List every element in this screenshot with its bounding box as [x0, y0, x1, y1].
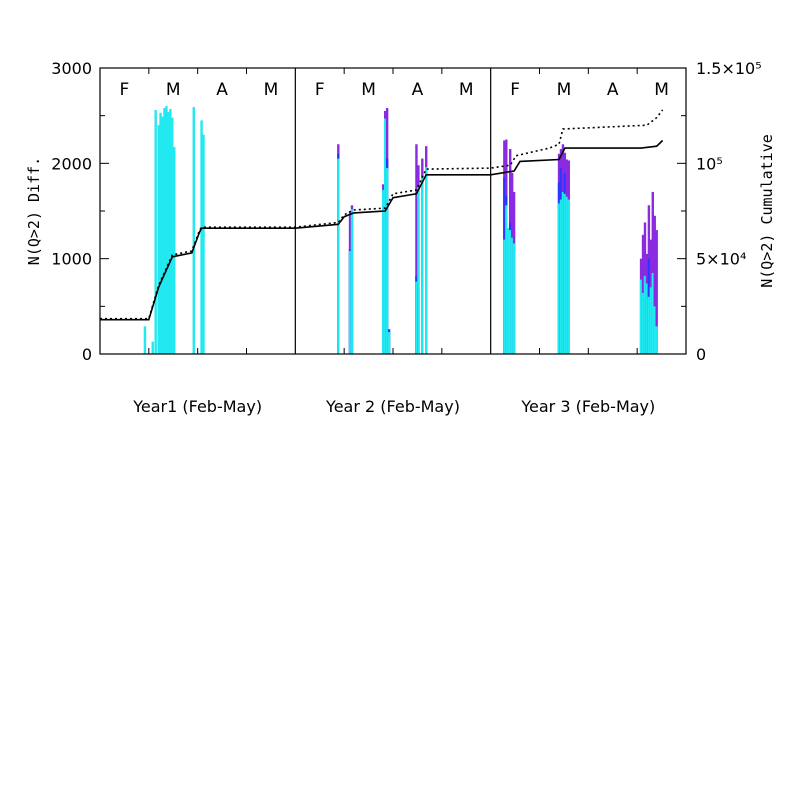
month-label: F: [120, 80, 130, 100]
month-label: M: [654, 80, 669, 100]
lines-layer: [100, 109, 664, 321]
bar-cyan: [167, 111, 170, 354]
bars-layer: [143, 106, 658, 355]
month-label: A: [412, 80, 424, 100]
text-layer: 0 1000 2000 3000 0 5×10⁴ 10⁵ 1.5×10⁵ F M A M Year1 (…: [25, 59, 776, 416]
solid-cumulative-line: [100, 139, 664, 321]
bar-cyan: [202, 134, 205, 354]
bar-cyan: [163, 108, 166, 354]
bar-cyan: [169, 108, 172, 354]
bar-cyan: [348, 251, 352, 354]
bar-cyan: [383, 118, 387, 354]
month-label: M: [361, 80, 376, 100]
right-tick-label: 5×10⁴: [696, 250, 746, 269]
bar-cyan: [643, 275, 647, 354]
left-tick-label: 0: [82, 345, 92, 364]
bar-purple: [655, 230, 658, 354]
right-tick-label: 0: [696, 345, 706, 364]
month-label: F: [315, 80, 325, 100]
bar-cyan: [563, 193, 567, 354]
bar-cyan: [512, 243, 516, 354]
bar-purple: [415, 144, 418, 354]
bar-cyan: [382, 190, 385, 354]
month-label: M: [557, 80, 572, 100]
bar-cyan: [639, 279, 643, 354]
right-tick-label: 1.5×10⁵: [696, 59, 762, 78]
bar-cyan: [557, 203, 561, 354]
bar-cyan: [157, 125, 160, 354]
bar-cyan: [385, 168, 389, 354]
bar-cyan: [173, 147, 176, 354]
bar-cyan: [415, 281, 418, 354]
bar-cyan: [567, 199, 570, 354]
bar-cyan: [645, 283, 649, 354]
bar-cyan: [192, 107, 195, 354]
bar-cyan: [417, 187, 420, 354]
bar-cyan: [505, 205, 508, 354]
month-label: M: [459, 80, 474, 100]
month-label: M: [264, 80, 279, 100]
bar-cyan: [159, 112, 162, 354]
month-label: A: [607, 80, 619, 100]
bar-cyan: [165, 106, 168, 354]
bar-cyan: [143, 326, 147, 354]
bar-cyan: [503, 239, 506, 354]
bar-cyan: [565, 196, 569, 354]
bar-cyan: [421, 177, 424, 354]
month-label: M: [166, 80, 181, 100]
panel-label: Year 2 (Feb-May): [325, 397, 460, 416]
left-tick-label: 3000: [51, 59, 92, 78]
bar-cyan: [161, 116, 164, 355]
bar-cyan: [649, 287, 653, 354]
bar-cyan: [151, 341, 154, 354]
bar-cyan: [647, 296, 651, 354]
right-tick-label: 10⁵: [696, 154, 723, 173]
bar-cyan: [653, 306, 656, 354]
bar-cyan: [651, 272, 654, 354]
bar-cyan: [641, 292, 645, 354]
bar-cyan: [200, 120, 203, 354]
bar-cyan: [387, 332, 391, 354]
right-axis-title: N(Q>2) Cumulative: [758, 134, 776, 288]
bar-cyan: [507, 228, 510, 354]
bar-cyan: [559, 199, 563, 354]
bar-cyan: [171, 117, 174, 354]
bar-cyan: [655, 326, 658, 354]
left-tick-label: 1000: [51, 250, 92, 269]
month-label: F: [510, 80, 520, 100]
bar-cyan: [337, 158, 340, 354]
frame-layer: [99, 67, 687, 355]
panel-label: Year 3 (Feb-May): [520, 397, 655, 416]
bar-cyan: [425, 167, 428, 354]
bar-cyan: [509, 230, 512, 354]
bar-cyan: [154, 109, 157, 355]
left-tick-label: 2000: [51, 154, 92, 173]
panel-label: Year1 (Feb-May): [132, 397, 262, 416]
bar-cyan: [350, 209, 354, 354]
bar-purple: [653, 215, 656, 354]
bar-cyan: [561, 191, 565, 354]
left-axis-title: N(Q>2) Diff.: [25, 157, 43, 265]
month-label: A: [216, 80, 228, 100]
bar-cyan: [510, 237, 514, 354]
